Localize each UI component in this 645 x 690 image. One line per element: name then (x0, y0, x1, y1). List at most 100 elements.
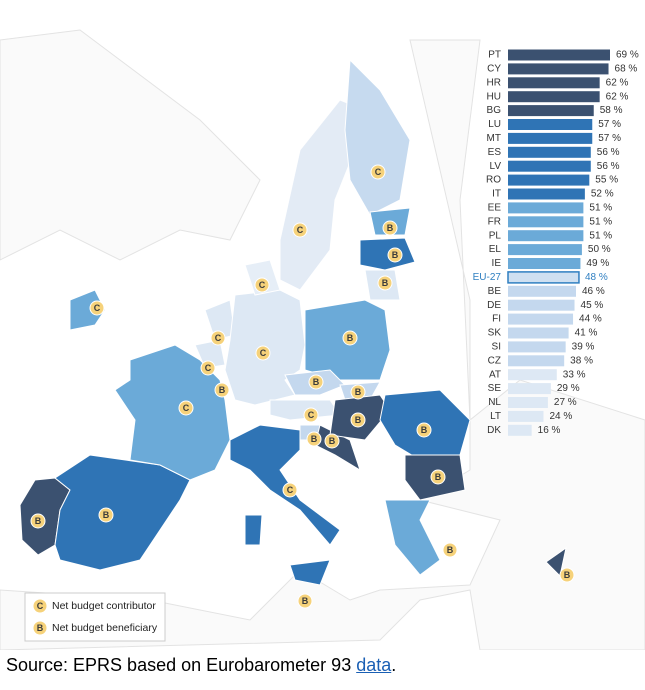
map-marker: B (382, 278, 389, 288)
map-marker: C (183, 403, 190, 413)
map-chart: C C B B B C C B C C C B C B B C B B B B B C B B B B B C Net budget c… (0, 29, 645, 650)
bar (508, 313, 574, 325)
map-marker: B (35, 516, 42, 526)
bar-value-label: 16 % (538, 425, 561, 436)
map-marker: C (260, 348, 267, 358)
map-marker-circle (370, 164, 386, 180)
bar-value-label: 56 % (597, 161, 620, 172)
bar-value-label: 27 % (554, 397, 577, 408)
bar-category: DE (487, 300, 501, 311)
bar (508, 383, 551, 395)
map-marker: B (219, 385, 226, 395)
bar-category: HR (487, 77, 501, 88)
bar-category: EL (489, 244, 502, 255)
bar (508, 49, 610, 61)
bar-value-label: 51 % (589, 216, 612, 227)
map-marker: C (375, 167, 382, 177)
bar-value-label: 24 % (549, 411, 572, 422)
bar-category: DK (487, 425, 501, 436)
map-marker: B (421, 425, 428, 435)
map-marker-circle (254, 277, 270, 293)
bar (508, 410, 544, 422)
bar-category: SE (488, 383, 502, 394)
bar-value-label: 38 % (570, 355, 593, 366)
map-marker: C (205, 363, 212, 373)
bar-category: RO (486, 175, 501, 186)
bar (508, 160, 591, 172)
map-marker: B (387, 223, 394, 233)
bar (508, 341, 566, 353)
legend-symbol-circle (32, 620, 48, 636)
map-marker-circle (342, 330, 358, 346)
bar-category: CZ (488, 355, 501, 366)
map-marker: B (355, 387, 362, 397)
bar-category: HU (487, 91, 501, 102)
map-marker: C (308, 410, 315, 420)
map-marker: B (302, 596, 309, 606)
map-marker-circle (416, 422, 432, 438)
bar-value-label: 48 % (585, 272, 608, 283)
bar (508, 327, 569, 339)
map-marker: B (313, 377, 320, 387)
bar (508, 174, 590, 186)
map-marker-circle (292, 222, 308, 238)
map-marker: B (329, 436, 336, 446)
bar-category: LT (490, 411, 501, 422)
bar-value-label: 62 % (606, 91, 629, 102)
bar-category: MT (487, 133, 501, 144)
map-marker-circle (89, 300, 105, 316)
bar-category: EU-27 (473, 272, 502, 283)
bar (508, 230, 584, 242)
bar-value-label: 68 % (615, 64, 638, 75)
map-marker-circle (306, 431, 322, 447)
map-marker-circle (377, 275, 393, 291)
bar (508, 188, 585, 200)
bar-value-label: 52 % (591, 189, 614, 200)
bar (508, 132, 593, 144)
map-marker-circle (387, 247, 403, 263)
bar-value-label: 33 % (563, 369, 586, 380)
bar (507, 271, 580, 284)
bar-category: EE (488, 203, 502, 214)
bar-category: PL (489, 230, 502, 241)
map-marker: C (297, 225, 304, 235)
bar-category: FI (492, 314, 501, 325)
map-marker-circle (308, 374, 324, 390)
map-marker-circle (178, 400, 194, 416)
map-marker: B (435, 472, 442, 482)
bar-category: LU (488, 119, 501, 130)
bar-category: AT (489, 369, 501, 380)
legend-symbol: C (37, 601, 44, 611)
map-marker-circle (324, 433, 340, 449)
bar-value-label: 29 % (557, 383, 580, 394)
bar-value-label: 39 % (572, 342, 595, 353)
bar (508, 369, 557, 381)
source-suffix: . (391, 655, 397, 675)
map-marker: B (355, 415, 362, 425)
map-marker: B (392, 250, 399, 260)
bar-category: LV (490, 161, 502, 172)
bar (508, 77, 600, 89)
map-marker-circle (382, 220, 398, 236)
map-marker-circle (214, 382, 230, 398)
bar-value-label: 49 % (586, 258, 609, 269)
source-link[interactable]: data (356, 655, 392, 675)
map-marker-circle (350, 384, 366, 400)
map-marker: B (311, 434, 318, 444)
map-marker: C (215, 333, 222, 343)
bar (508, 105, 594, 117)
bar (508, 216, 584, 228)
bar-category: NL (488, 397, 501, 408)
map-marker-circle (303, 407, 319, 423)
map-marker-circle (200, 360, 216, 376)
map-marker-circle (255, 345, 271, 361)
bar (508, 285, 576, 297)
bar-value-label: 57 % (598, 119, 621, 130)
bar-value-label: 69 % (616, 50, 639, 61)
countries (19, 58, 567, 586)
legend-symbol-circle (32, 598, 48, 614)
bar-value-label: 46 % (582, 286, 605, 297)
map-marker: C (287, 485, 294, 495)
bar-value-label: 56 % (597, 147, 620, 158)
bar-value-label: 57 % (598, 133, 621, 144)
